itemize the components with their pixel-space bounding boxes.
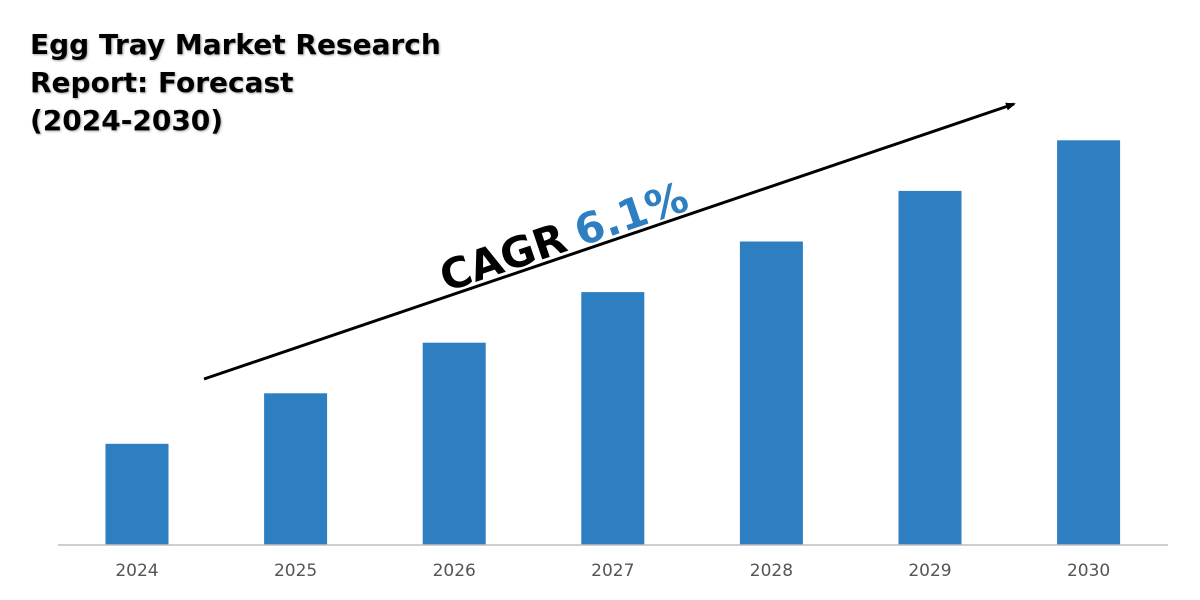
bar-2024	[105, 443, 169, 545]
cagr-annotation: CAGR6.1%	[433, 172, 694, 301]
bar-2025	[264, 393, 328, 545]
x-tick-label-2027: 2027	[591, 561, 634, 581]
x-tick-label-2030: 2030	[1067, 561, 1110, 581]
x-tick-label-2026: 2026	[433, 561, 476, 581]
x-tick-label-2024: 2024	[115, 561, 158, 581]
chart-title-line-1: Egg Tray Market Research	[30, 28, 441, 61]
trend-arrow	[203, 102, 1016, 381]
cagr-value: 6.1%	[568, 172, 694, 256]
bar-2026	[422, 342, 486, 545]
chart-title: Egg Tray Market Research Report: Forecas…	[30, 26, 450, 140]
bar-2027	[581, 292, 645, 545]
bar-2029	[898, 190, 962, 545]
x-tick-labels: 2024 2025 2026 2027 2028 2029 2030	[115, 561, 1110, 581]
x-tick-label-2028: 2028	[750, 561, 793, 581]
chart-title-line-3: (2024-2030)	[30, 104, 224, 137]
bar-2028	[739, 241, 803, 545]
bar-2030	[1057, 140, 1121, 546]
chart-title-line-2: Report: Forecast	[30, 66, 294, 99]
cagr-label: CAGR	[433, 213, 572, 301]
x-tick-label-2029: 2029	[908, 561, 951, 581]
x-tick-label-2025: 2025	[274, 561, 317, 581]
bars-group	[105, 140, 1121, 546]
